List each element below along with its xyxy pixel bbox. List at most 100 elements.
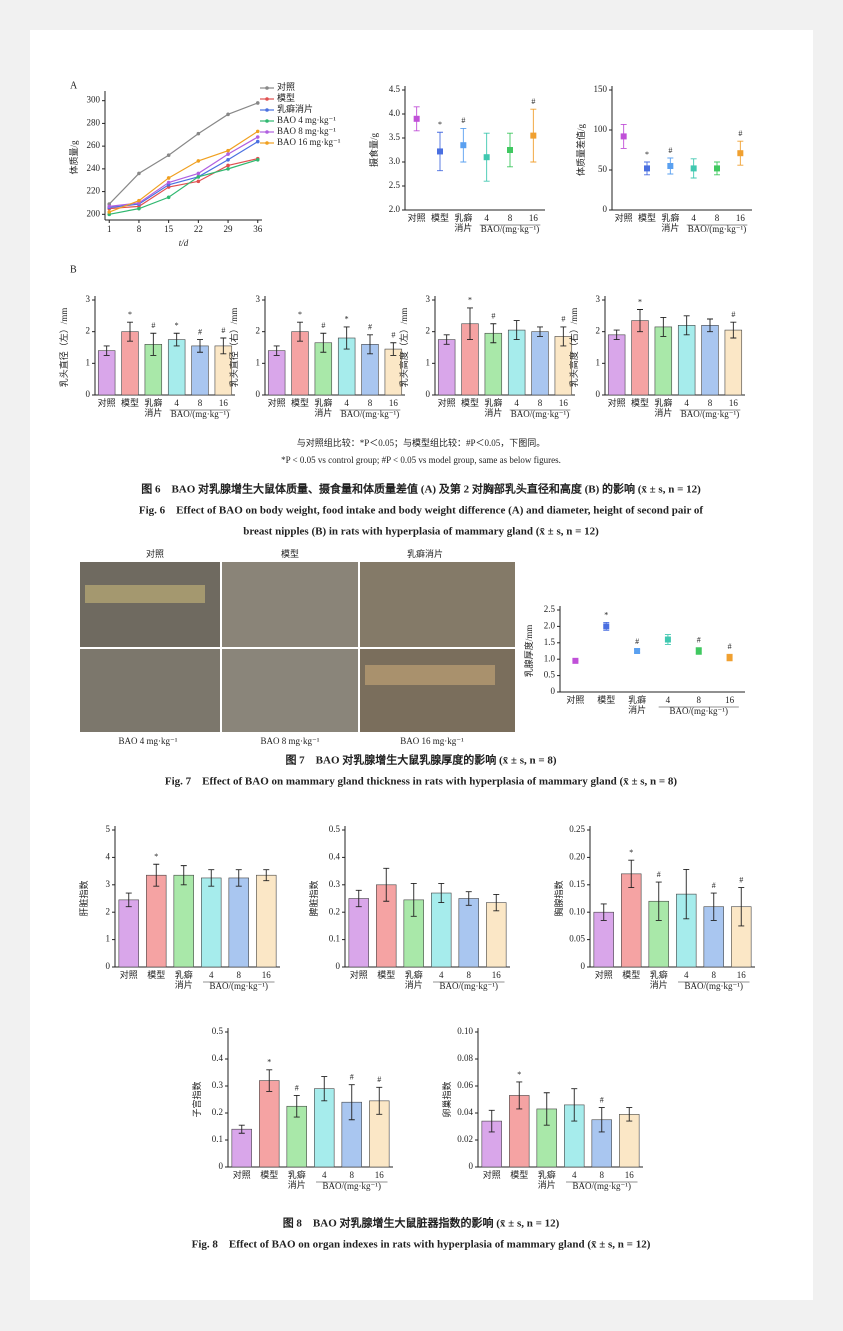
error-bar xyxy=(695,647,702,655)
group-label: BAO/(mg·kg⁻¹) xyxy=(670,706,728,716)
legend-marker xyxy=(265,130,269,134)
group-label: BAO/(mg·kg⁻¹) xyxy=(323,1181,381,1191)
x-tick-label: 模型 xyxy=(291,398,309,408)
y-tick-label: 3 xyxy=(596,294,601,304)
error-bar xyxy=(266,1069,273,1092)
x-tick-label: 模型 xyxy=(622,970,640,980)
legend-marker xyxy=(265,86,269,90)
line xyxy=(109,141,259,209)
y-tick-label: 0.3 xyxy=(329,879,341,889)
bar xyxy=(231,1128,252,1168)
legend-label: BAO 4 mg·kg⁻¹ xyxy=(277,115,336,125)
y-tick-label: 0 xyxy=(581,961,586,971)
x-tick-label: 16 xyxy=(729,398,739,408)
caption: Fig. 6 Effect of BAO on body weight, foo… xyxy=(139,505,703,517)
y-tick-label: 4.5 xyxy=(389,84,401,94)
error-bar xyxy=(598,1107,605,1133)
point xyxy=(107,204,112,209)
x-tick-label: 乳癖消片 xyxy=(314,397,332,418)
line xyxy=(108,102,258,205)
x-tick-label: 16 xyxy=(625,1170,635,1180)
x-tick-label: 对照 xyxy=(350,969,368,980)
y-tick-label: 2.0 xyxy=(389,204,401,214)
significance-mark: # xyxy=(635,637,639,646)
caption: Fig. 8 Effect of BAO on organ indexes in… xyxy=(192,1239,651,1251)
y-axis-label: 乳头高度（右）/mm xyxy=(568,308,579,388)
x-tick-label: 16 xyxy=(219,398,229,408)
x-tick-label: 4 xyxy=(572,1170,577,1180)
x-tick-label: 8 xyxy=(508,213,513,223)
x-tick-label: 模型 xyxy=(510,1170,528,1180)
error-bar xyxy=(628,859,635,888)
group-label: BAO/(mg·kg⁻¹) xyxy=(681,409,739,419)
error-bar xyxy=(235,869,242,887)
y-tick-label: 0.10 xyxy=(457,1026,473,1036)
caption: 图 6 BAO 对乳腺增生大鼠体质量、摄食量和体质量差值 (A) 及第 2 对胸… xyxy=(141,482,701,496)
y-tick-label: 2 xyxy=(596,326,601,336)
x-tick-label: 16 xyxy=(725,695,735,705)
error-bar xyxy=(438,882,445,904)
significance-mark: # xyxy=(731,310,735,319)
x-tick-label: 8 xyxy=(708,398,713,408)
error-bar xyxy=(737,140,744,166)
y-tick-label: 3.5 xyxy=(389,132,401,142)
error-bar xyxy=(644,161,650,176)
x-tick-label: 对照 xyxy=(98,397,116,408)
y-tick-label: 0.5 xyxy=(212,1026,224,1036)
group-label: BAO/(mg·kg⁻¹) xyxy=(573,1181,631,1191)
significance-mark: * xyxy=(128,310,132,319)
error-bar xyxy=(637,309,643,333)
error-bar xyxy=(707,318,713,333)
note: 与对照组比较：*P＜0.05；与模型组比较：#P＜0.05，下图同。 xyxy=(297,437,546,448)
x-tick-label: 8 xyxy=(198,398,203,408)
error-bar xyxy=(173,332,180,347)
error-bar xyxy=(153,863,160,887)
error-bar xyxy=(320,332,327,353)
error-bar xyxy=(321,1076,328,1102)
x-tick-label: 模型 xyxy=(631,398,649,408)
error-bar xyxy=(343,326,350,350)
point xyxy=(166,195,171,200)
x-tick-label: 对照 xyxy=(608,397,626,408)
x-axis-label: t/d xyxy=(179,238,189,248)
x-tick-label: 16 xyxy=(262,970,272,980)
x-tick-label: 乳癖消片 xyxy=(484,397,502,418)
y-tick-label: 2 xyxy=(106,906,111,916)
error-bar xyxy=(507,132,513,168)
significance-mark: # xyxy=(461,116,465,125)
point xyxy=(255,139,260,144)
point xyxy=(226,157,230,162)
y-tick-label: 0.3 xyxy=(212,1080,224,1090)
y-tick-label: 3.0 xyxy=(389,156,401,166)
x-tick-label: 4 xyxy=(344,398,349,408)
y-tick-label: 260 xyxy=(87,140,101,150)
legend-label: 模型 xyxy=(277,93,295,103)
point xyxy=(226,148,230,153)
error-bar xyxy=(460,127,467,163)
image xyxy=(80,562,220,647)
error-bar xyxy=(664,634,671,645)
error-bar xyxy=(730,321,737,339)
x-tick-label: 乳癖消片 xyxy=(175,969,193,990)
point xyxy=(137,198,141,203)
significance-mark: # xyxy=(531,97,535,106)
y-tick-label: 280 xyxy=(87,117,101,127)
y-axis-label: 体质量/g xyxy=(68,140,79,175)
bar xyxy=(201,877,222,968)
image-label: BAO 16 mg·kg⁻¹ xyxy=(400,736,464,746)
error-bar xyxy=(726,653,733,662)
y-tick-label: 0.2 xyxy=(329,906,340,916)
image xyxy=(222,649,358,732)
x-tick-label: 模型 xyxy=(147,970,165,980)
x-tick-label: 16 xyxy=(529,213,539,223)
y-tick-label: 0 xyxy=(596,389,601,399)
y-axis-label: 乳腺厚度/mm xyxy=(523,625,534,678)
y-tick-label: 0.08 xyxy=(457,1053,473,1063)
significance-mark: # xyxy=(491,312,495,321)
y-tick-label: 0.5 xyxy=(544,670,556,680)
error-bar xyxy=(197,339,203,353)
x-tick-label: 36 xyxy=(253,224,263,234)
significance-mark: # xyxy=(350,1072,354,1081)
significance-mark: * xyxy=(638,297,642,306)
x-tick-label: 模型 xyxy=(461,398,479,408)
